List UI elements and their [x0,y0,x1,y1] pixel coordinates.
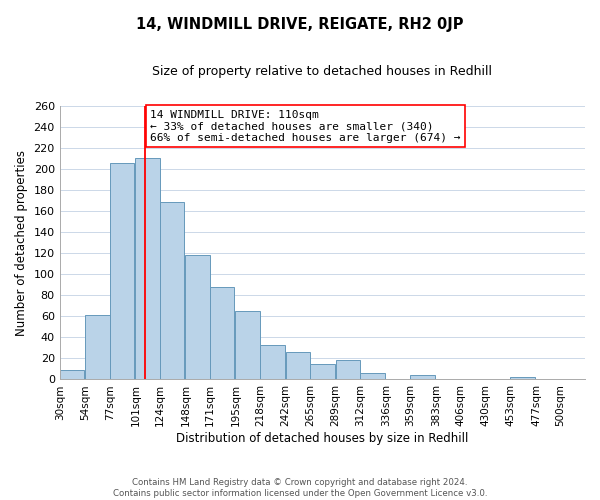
Bar [210,287,235,380]
Text: Contains HM Land Registry data © Crown copyright and database right 2024.
Contai: Contains HM Land Registry data © Crown c… [113,478,487,498]
Y-axis label: Number of detached properties: Number of detached properties [15,150,28,336]
Bar [85,315,110,380]
Bar [59,370,84,380]
Bar [310,364,335,380]
Bar [235,311,260,380]
Bar [286,352,310,380]
Bar [335,360,360,380]
Bar [110,164,134,380]
Title: Size of property relative to detached houses in Redhill: Size of property relative to detached ho… [152,65,493,78]
Bar [511,378,535,380]
Bar [160,202,184,380]
Bar [136,158,160,380]
Text: 14, WINDMILL DRIVE, REIGATE, RH2 0JP: 14, WINDMILL DRIVE, REIGATE, RH2 0JP [136,18,464,32]
Bar [185,255,210,380]
Bar [360,373,385,380]
Bar [260,344,284,380]
Bar [410,375,435,380]
X-axis label: Distribution of detached houses by size in Redhill: Distribution of detached houses by size … [176,432,469,445]
Text: 14 WINDMILL DRIVE: 110sqm
← 33% of detached houses are smaller (340)
66% of semi: 14 WINDMILL DRIVE: 110sqm ← 33% of detac… [150,110,461,143]
